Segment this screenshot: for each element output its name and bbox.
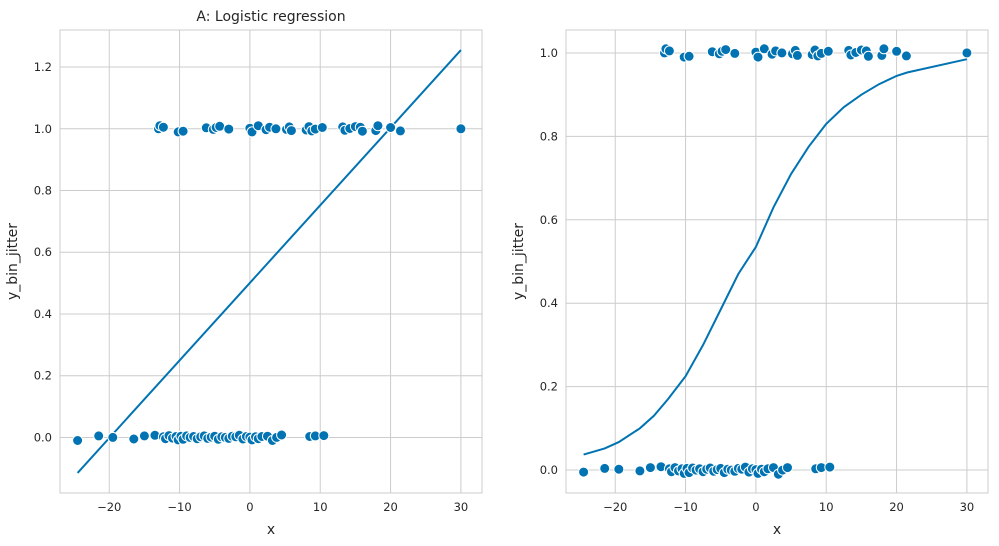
data-point: [128, 433, 140, 445]
plot-area: [565, 29, 989, 494]
x-tick-label: −10: [673, 500, 697, 514]
data-point: [683, 50, 695, 62]
data-point: [663, 45, 675, 57]
data-point: [72, 435, 84, 446]
data-point: [782, 462, 793, 474]
data-point: [822, 45, 834, 57]
y-tick-label: 1.0: [34, 122, 52, 136]
data-point: [177, 125, 189, 137]
y-tick-label: 0.8: [34, 184, 52, 198]
data-point: [599, 462, 611, 474]
data-point: [758, 43, 770, 55]
data-point: [93, 430, 105, 442]
data-point: [270, 123, 282, 135]
data-point: [276, 429, 288, 441]
data-point: [961, 47, 973, 59]
x-tick-label: 0: [752, 500, 759, 514]
x-tick-label: −20: [603, 500, 627, 514]
data-point: [862, 50, 874, 62]
data-point: [316, 122, 328, 133]
data-point: [720, 44, 732, 56]
x-axis-label: x: [773, 522, 781, 538]
x-axis-label: x: [267, 522, 275, 538]
data-point: [372, 120, 384, 132]
data-point: [138, 430, 150, 442]
data-point: [729, 47, 741, 59]
y-tick-label: 0.6: [540, 213, 558, 227]
y-tick-label: 0.2: [540, 380, 558, 394]
data-point: [824, 461, 836, 473]
x-tick-label: −20: [97, 500, 121, 514]
data-point: [356, 125, 368, 137]
y-tick-label: 0.6: [34, 245, 52, 259]
data-point: [214, 120, 226, 132]
panel-logistic-regression-linear: −20 −10 0 10 20 30 0.0 0.2 0.4 0.6 0.8 1.0 1.2 x y_bin…: [5, 9, 483, 538]
y-axis-label: y_bin_jitter: [5, 223, 21, 300]
data-point: [385, 122, 397, 133]
data-point: [455, 123, 467, 135]
data-point: [776, 47, 788, 59]
data-point: [318, 430, 330, 442]
y-axis-label: y_bin_jitter: [511, 223, 527, 300]
data-point: [900, 50, 912, 62]
x-tick-label: 20: [383, 500, 398, 514]
x-tick-label: 10: [313, 500, 328, 514]
y-tick-label: 0.4: [34, 307, 52, 321]
data-point: [791, 49, 803, 61]
y-tick-label: 0.2: [34, 369, 52, 383]
data-point: [157, 121, 169, 133]
data-point: [878, 43, 890, 55]
data-point: [613, 463, 625, 475]
data-point: [644, 462, 656, 474]
y-tick-label: 0.4: [540, 296, 558, 310]
x-tick-label: 20: [889, 500, 904, 514]
data-point: [634, 465, 646, 477]
x-tick-label: 30: [960, 500, 975, 514]
x-tick-label: −10: [167, 500, 191, 514]
panel-logistic-regression-sigmoid: −20 −10 0 10 20 30 0.0 0.2 0.4 0.6 0.8 1.0 x y_bin_ji…: [511, 29, 989, 538]
y-tick-label: 1.0: [540, 46, 558, 60]
data-point: [223, 123, 235, 135]
x-tick-label: 0: [246, 500, 253, 514]
y-tick-label: 1.2: [34, 60, 52, 74]
data-point: [578, 466, 590, 478]
data-point: [394, 125, 406, 137]
fit-line: [76, 49, 462, 474]
y-tick-label: 0.8: [540, 129, 558, 143]
x-tick-label: 30: [454, 500, 469, 514]
data-point: [285, 125, 297, 137]
y-tick-label: 0.0: [540, 463, 558, 477]
data-point: [891, 45, 903, 57]
fit-line: [583, 58, 968, 456]
data-point: [752, 51, 764, 63]
x-tick-label: 10: [819, 500, 834, 514]
chart-title: A: Logistic regression: [196, 9, 345, 25]
data-point: [107, 431, 119, 443]
y-tick-label: 0.0: [34, 430, 52, 444]
